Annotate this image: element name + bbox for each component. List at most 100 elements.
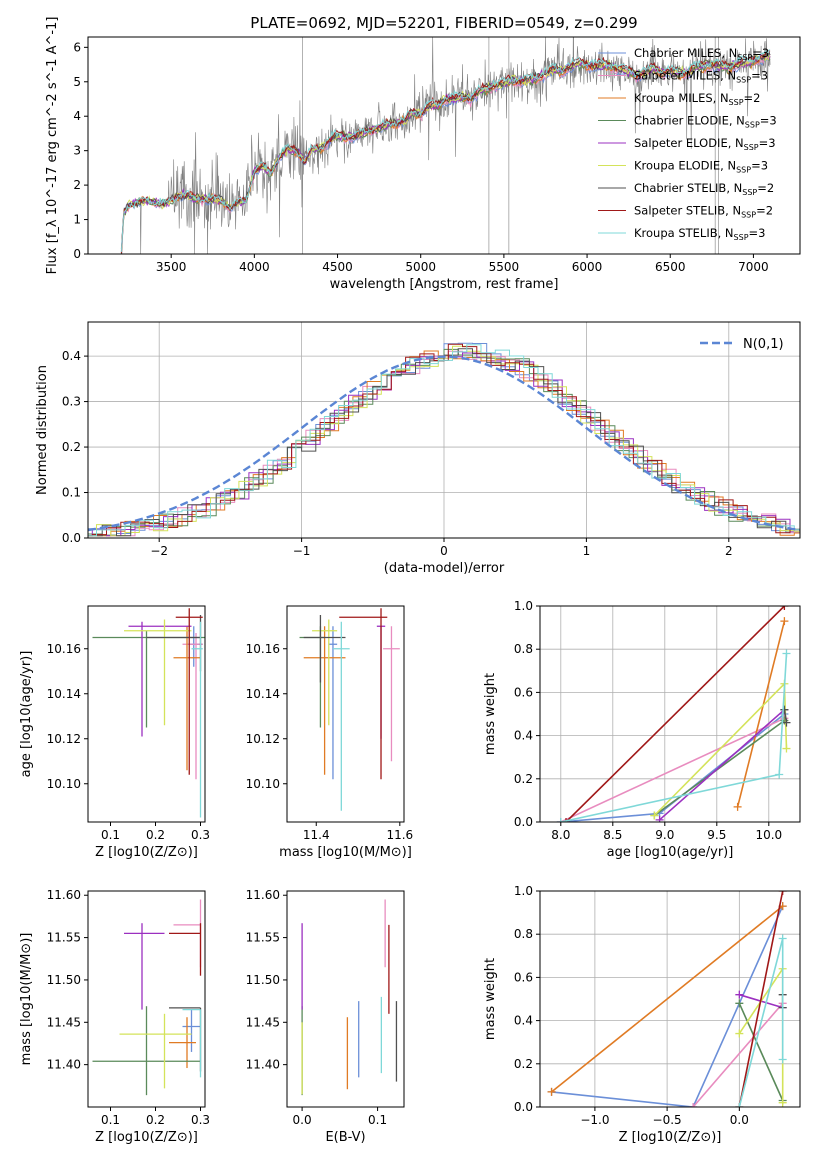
y-tick-label: 0.4	[514, 1014, 533, 1028]
x-axis-label: Z [log10(Z/Z⊙)]	[95, 845, 198, 860]
legend: Chabrier MILES, NSSP=3 Salpeter MILES, NS…	[598, 46, 777, 242]
x-axis-label: mass [log10(M/M⊙)]	[279, 845, 412, 860]
weight-line-kroupa_elodie	[653, 681, 788, 817]
weight-line-salpeter_miles	[560, 717, 785, 822]
x-tick-label: 8.0	[551, 828, 570, 842]
plot-area	[92, 899, 202, 1096]
chart-spectrum: 3500 4000 4500 5000 5500 6000 6500 7000 0 1 2 3 4 5 6 w…	[45, 14, 801, 292]
y-tick-label: 0.3	[62, 395, 81, 409]
weight-marker-kroupa_elodie	[782, 744, 791, 753]
y-tick-label: 10.14	[47, 687, 81, 701]
y-tick-label: 11.40	[246, 1058, 280, 1072]
point-kroupa_elodie	[124, 619, 192, 726]
legend-entry-normal: N(0,1)	[743, 337, 784, 352]
plot-area	[120, 37, 771, 254]
y-tick-label: 11.50	[47, 973, 81, 987]
y-tick-label: 10.16	[246, 642, 280, 656]
point-chabrier_stelib	[146, 615, 202, 672]
x-tick-label: 6500	[655, 260, 686, 274]
y-tick-label: 1.0	[514, 884, 533, 898]
y-tick-label: 4	[73, 109, 81, 123]
y-tick-label: 0.8	[514, 927, 533, 941]
point-salpeter_elodie	[128, 621, 192, 737]
y-tick-label: 2	[73, 178, 81, 192]
histogram-kroupa_stelib	[88, 344, 800, 537]
x-tick-label: 11.4	[303, 828, 330, 842]
y-tick-label: 0.2	[514, 772, 533, 786]
y-tick-label: 10.12	[47, 732, 81, 746]
weight-marker-salpeter_stelib	[778, 891, 787, 895]
point-kroupa_stelib	[191, 621, 203, 818]
point-chabrier_elodie	[92, 630, 205, 728]
x-tick-label: 5500	[489, 260, 520, 274]
x-tick-label: 1	[583, 544, 591, 558]
y-tick-label: 11.45	[246, 1015, 280, 1029]
x-axis-label: Z [log10(Z/Z⊙)]	[619, 1130, 722, 1145]
y-tick-label: 11.60	[246, 888, 280, 902]
legend-entry-chabrier_elodie: Chabrier ELODIE, NSSP=3	[634, 114, 777, 130]
plot-area	[301, 899, 398, 1096]
y-tick-label: 11.60	[47, 888, 81, 902]
point-salpeter_stelib	[169, 923, 202, 976]
weight-marker-salpeter_elodie	[735, 990, 744, 999]
point-chabrier_miles	[328, 626, 338, 780]
weight-marker-kroupa_stelib	[735, 1103, 744, 1107]
histogram-chabrier_stelib	[88, 348, 800, 537]
x-axis-label: E(B-V)	[325, 1130, 365, 1145]
x-tick-label: 3500	[156, 260, 187, 274]
y-axis-label: Normed distribution	[35, 365, 50, 495]
weight-marker-kroupa_elodie	[735, 1029, 744, 1038]
x-tick-label: 4000	[239, 260, 270, 274]
weight-marker-kroupa_miles	[547, 1087, 556, 1096]
x-tick-label: 5000	[405, 260, 436, 274]
y-tick-label: 0.4	[62, 349, 81, 363]
y-tick-label: 10.10	[47, 777, 81, 791]
y-axis-label: mass weight	[483, 673, 498, 755]
y-axis-label: mass [log10(M/M⊙)]	[19, 933, 34, 1066]
weight-line-salpeter_miles	[692, 1002, 784, 1107]
y-tick-label: 0.6	[514, 685, 533, 699]
weight-marker-kroupa_miles	[733, 802, 742, 811]
plot-area	[540, 606, 800, 822]
y-tick-label: 10.14	[246, 687, 280, 701]
weight-marker-kroupa_elodie	[650, 811, 659, 820]
y-tick-label: 0.0	[62, 531, 81, 545]
y-tick-label: 0.0	[514, 1100, 533, 1114]
point-kroupa_miles	[169, 1017, 196, 1069]
weight-line-salpeter_stelib	[738, 891, 784, 1107]
point-salpeter_stelib	[339, 608, 388, 780]
x-tick-label: 8.5	[603, 828, 622, 842]
x-axis-label: wavelength [Angstrom, rest frame]	[330, 277, 559, 292]
y-tick-label: 5	[73, 75, 81, 89]
x-tick-label: 6000	[572, 260, 603, 274]
weight-line-kroupa_miles	[551, 905, 784, 1093]
normal-curve	[88, 355, 800, 532]
y-tick-label: 11.55	[47, 931, 81, 945]
histogram-salpeter_elodie	[88, 352, 800, 537]
y-axis-label: age [log10(age/yr)]	[19, 651, 34, 778]
legend: N(0,1)	[700, 337, 784, 352]
x-tick-label: 0.3	[191, 1113, 210, 1127]
y-axis-label: mass weight	[483, 958, 498, 1040]
point-salpeter_miles	[383, 626, 400, 762]
y-tick-label: 0.8	[514, 642, 533, 656]
x-axis-label: Z [log10(Z/Z⊙)]	[95, 1130, 198, 1145]
axes-frame	[87, 36, 801, 255]
y-tick-label: 0.4	[514, 729, 533, 743]
x-tick-label: −2	[150, 544, 168, 558]
point-chabrier_miles	[182, 1009, 201, 1052]
x-tick-label: 2	[725, 544, 733, 558]
weight-marker-kroupa_stelib	[778, 1055, 787, 1064]
chart-residuals: −2 −1 0 1 2 0.0 0.1 0.2 0.3 0.4 (data-model)/error…	[35, 321, 801, 576]
x-axis-label: (data-model)/error	[384, 561, 505, 576]
y-tick-label: 10.12	[246, 732, 280, 746]
legend-entry-salpeter_elodie: Salpeter ELODIE, NSSP=3	[634, 136, 776, 152]
weight-line-kroupa_miles	[736, 620, 786, 808]
chart-age_vs_mass: 11.4 11.6 10.10 10.12 10.14 10.16 mass [log10(…	[246, 605, 413, 860]
weight-marker-salpeter_stelib	[562, 818, 570, 822]
y-tick-label: 11.55	[246, 931, 280, 945]
histogram-salpeter_miles	[88, 350, 800, 537]
y-tick-label: 0.0	[514, 815, 533, 829]
weight-marker-chabrier_stelib	[780, 705, 789, 714]
